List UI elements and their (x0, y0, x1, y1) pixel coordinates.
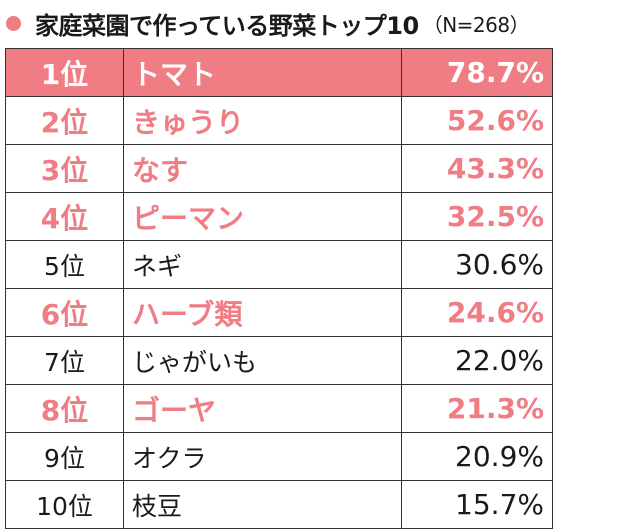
percent-value: 32.5% (401, 192, 553, 241)
ranking-row: 3位 なす 43.3% (5, 144, 553, 193)
chart-title: 家庭菜園で作っている野菜トップ10 （N=268） (0, 0, 644, 46)
percent-value: 52.6% (401, 96, 553, 145)
ranking-row: 9位 オクラ 20.9% (5, 432, 553, 481)
rank-label: 1位 (5, 48, 124, 97)
rank-label: 4位 (5, 192, 124, 241)
vegetable-name: なす (123, 144, 402, 193)
percent-value: 43.3% (401, 144, 553, 193)
rank-label: 9位 (5, 432, 124, 481)
rank-label: 5位 (5, 240, 124, 289)
ranking-row: 7位 じゃがいも 22.0% (5, 336, 553, 385)
vegetable-name: ゴーヤ (123, 384, 402, 433)
percent-value: 24.6% (401, 288, 553, 337)
percent-value: 15.7% (401, 480, 553, 529)
rank-label: 2位 (5, 96, 124, 145)
bullet-dot-icon (6, 15, 21, 31)
sample-size: （N=268） (422, 12, 530, 37)
rank-label: 7位 (5, 336, 124, 385)
vegetable-name: じゃがいも (123, 336, 402, 385)
vegetable-name: オクラ (123, 432, 402, 481)
percent-value: 30.6% (401, 240, 553, 289)
title-main: 家庭菜園で作っている野菜トップ10 (35, 11, 419, 40)
ranking-row: 5位 ネギ 30.6% (5, 240, 553, 289)
ranking-row: 1位 トマト 78.7% (5, 48, 553, 97)
ranking-row: 4位 ピーマン 32.5% (5, 192, 553, 241)
rank-label: 10位 (5, 480, 124, 529)
ranking-table: 1位 トマト 78.7% 2位 きゅうり 52.6% 3位 なす 43.3% 4位 ピーマン 32.5… (5, 48, 553, 529)
ranking-row: 8位 ゴーヤ 21.3% (5, 384, 553, 433)
vegetable-name: きゅうり (123, 96, 402, 145)
ranking-row: 2位 きゅうり 52.6% (5, 96, 553, 145)
vegetable-name: ピーマン (123, 192, 402, 241)
ranking-row: 6位 ハーブ類 24.6% (5, 288, 553, 337)
percent-value: 20.9% (401, 432, 553, 481)
rank-label: 8位 (5, 384, 124, 433)
vegetable-name: ハーブ類 (123, 288, 402, 337)
percent-value: 22.0% (401, 336, 553, 385)
percent-value: 78.7% (401, 48, 553, 97)
percent-value: 21.3% (401, 384, 553, 433)
rank-label: 6位 (5, 288, 124, 337)
ranking-body: 1位 トマト 78.7% 2位 きゅうり 52.6% 3位 なす 43.3% 4位 ピーマン 32.5… (5, 48, 553, 529)
ranking-row: 10位 枝豆 15.7% (5, 480, 553, 529)
vegetable-name: ネギ (123, 240, 402, 289)
vegetable-name: トマト (123, 48, 402, 97)
rank-label: 3位 (5, 144, 124, 193)
vegetable-name: 枝豆 (123, 480, 402, 529)
